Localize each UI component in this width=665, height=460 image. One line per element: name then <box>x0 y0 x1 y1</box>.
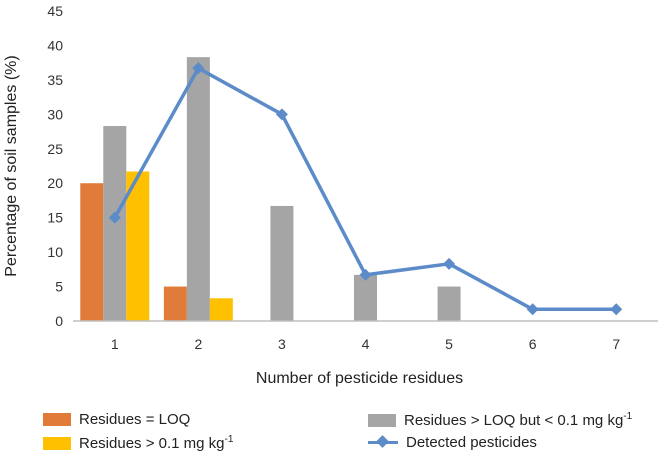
y-tick-label: 15 <box>47 210 63 226</box>
line-marker <box>108 211 121 224</box>
legend-label-detected: Detected pesticides <box>406 434 537 451</box>
legend-label-loq: Residues = LOQ <box>79 411 191 428</box>
y-tick-label: 10 <box>47 244 63 260</box>
line-marker <box>359 268 372 281</box>
bar-series <box>80 57 461 322</box>
legend-swatch-loq <box>43 413 71 426</box>
y-tick-label: 30 <box>47 106 63 122</box>
bar <box>163 286 187 321</box>
x-tick-label: 3 <box>278 336 286 352</box>
legend-swatch-loq-below-0.1 <box>368 413 396 427</box>
y-tick-label: 5 <box>55 279 63 295</box>
y-axis-ticks: 0 5 10 15 20 25 30 35 40 45 <box>47 3 63 329</box>
bar <box>80 183 104 321</box>
y-tick-label: 0 <box>55 313 63 329</box>
line-marker <box>443 257 456 270</box>
bar <box>186 57 210 322</box>
x-axis-ticks: 1 2 3 4 5 6 7 <box>111 336 620 352</box>
line-marker <box>610 303 623 316</box>
y-tick-label: 25 <box>47 141 63 157</box>
y-tick-label: 35 <box>47 72 63 88</box>
x-tick-label: 2 <box>194 336 202 352</box>
legend-item-above-0.1: Residues > 0.1 mg kg-1 <box>43 434 233 452</box>
y-tick-label: 40 <box>47 37 63 53</box>
legend-item-loq: Residues = LOQ <box>43 411 190 428</box>
bar <box>354 274 377 321</box>
bar <box>270 205 294 321</box>
x-tick-label: 1 <box>111 336 119 352</box>
x-tick-label: 6 <box>529 336 537 352</box>
legend-item-loq-below-0.1: Residues > LOQ but < 0.1 mg kg-1 <box>368 411 632 429</box>
x-tick-label: 5 <box>445 336 453 352</box>
x-tick-label: 4 <box>362 336 370 352</box>
bar <box>437 286 461 321</box>
bar <box>209 298 233 321</box>
line-marker <box>526 303 539 316</box>
legend-label-above-0.1: Residues > 0.1 mg kg-1 <box>79 434 234 452</box>
legend-swatch-detected <box>368 435 398 449</box>
y-tick-label: 45 <box>47 3 63 19</box>
y-axis-label: Percentage of soil samples (%) <box>3 55 20 276</box>
x-axis-label: Number of pesticide residues <box>256 370 463 387</box>
legend-item-detected: Detected pesticides <box>368 434 537 451</box>
y-tick-label: 20 <box>47 175 63 191</box>
legend-swatch-above-0.1 <box>43 436 71 450</box>
x-tick-label: 7 <box>612 336 620 352</box>
legend-label-loq-below-0.1: Residues > LOQ but < 0.1 mg kg-1 <box>404 411 633 429</box>
line-marker <box>275 108 288 121</box>
line-series <box>108 62 623 316</box>
line-marker <box>192 62 205 75</box>
bar <box>126 171 150 321</box>
